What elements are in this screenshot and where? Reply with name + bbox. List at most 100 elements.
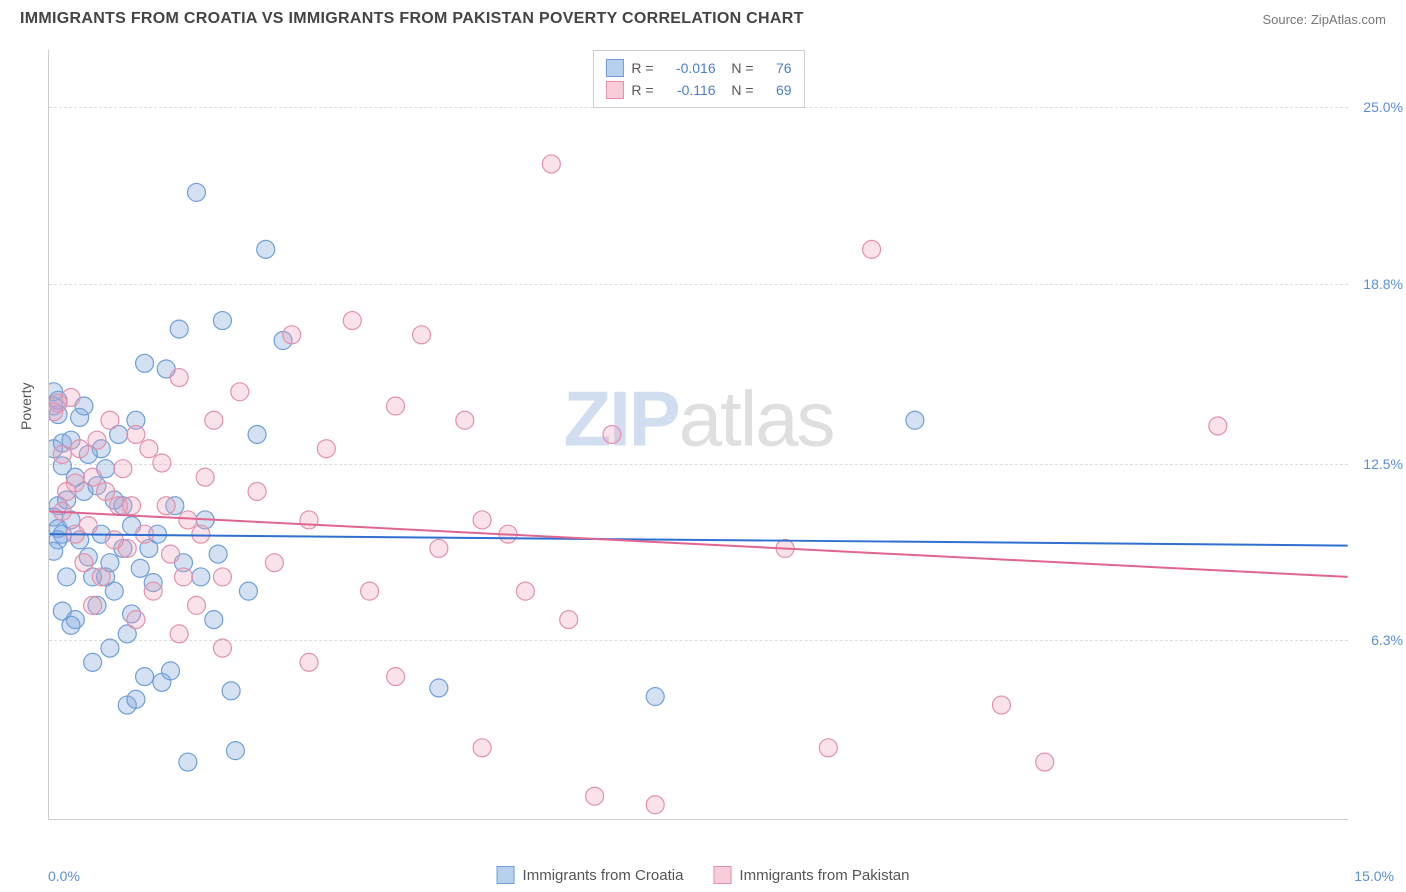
- data-point: [53, 602, 71, 620]
- data-point: [170, 320, 188, 338]
- swatch-pakistan: [605, 81, 623, 99]
- data-point: [863, 240, 881, 258]
- stats-row-croatia: R = -0.016 N = 76: [605, 57, 791, 79]
- data-point: [79, 517, 97, 535]
- data-point: [603, 426, 621, 444]
- data-point: [430, 539, 448, 557]
- legend-item-croatia: Immigrants from Croatia: [497, 866, 684, 884]
- data-point: [1209, 417, 1227, 435]
- data-point: [58, 568, 76, 586]
- r-label: R =: [631, 82, 653, 98]
- data-point: [213, 568, 231, 586]
- data-point: [906, 411, 924, 429]
- data-point: [140, 440, 158, 458]
- scatter-svg: [49, 50, 1348, 819]
- data-point: [283, 326, 301, 344]
- data-point: [53, 445, 71, 463]
- data-point: [213, 312, 231, 330]
- data-point: [196, 468, 214, 486]
- data-point: [205, 411, 223, 429]
- y-tick-label: 6.3%: [1371, 632, 1403, 648]
- data-point: [209, 545, 227, 563]
- y-tick-label: 18.8%: [1363, 276, 1403, 292]
- series-legend: Immigrants from Croatia Immigrants from …: [497, 866, 910, 884]
- data-point: [49, 403, 63, 421]
- data-point: [646, 688, 664, 706]
- data-point: [62, 388, 80, 406]
- r-label: R =: [631, 60, 653, 76]
- data-point: [187, 183, 205, 201]
- data-point: [473, 739, 491, 757]
- data-point: [222, 682, 240, 700]
- data-point: [179, 511, 197, 529]
- data-point: [231, 383, 249, 401]
- data-point: [162, 545, 180, 563]
- data-point: [343, 312, 361, 330]
- data-point: [430, 679, 448, 697]
- source-attribution: Source: ZipAtlas.com: [1262, 12, 1386, 27]
- data-point: [127, 611, 145, 629]
- data-point: [456, 411, 474, 429]
- swatch-croatia: [497, 866, 515, 884]
- y-tick-label: 25.0%: [1363, 99, 1403, 115]
- data-point: [542, 155, 560, 173]
- y-axis-label: Poverty: [18, 383, 34, 430]
- data-point: [265, 554, 283, 572]
- y-tick-label: 12.5%: [1363, 456, 1403, 472]
- data-point: [170, 625, 188, 643]
- data-point: [101, 411, 119, 429]
- header: IMMIGRANTS FROM CROATIA VS IMMIGRANTS FR…: [0, 0, 1406, 36]
- x-tick-left: 0.0%: [48, 868, 80, 884]
- data-point: [317, 440, 335, 458]
- swatch-croatia: [605, 59, 623, 77]
- data-point: [1036, 753, 1054, 771]
- data-point: [136, 354, 154, 372]
- data-point: [192, 568, 210, 586]
- data-point: [300, 511, 318, 529]
- data-point: [162, 662, 180, 680]
- data-point: [257, 240, 275, 258]
- data-point: [205, 611, 223, 629]
- data-point: [192, 525, 210, 543]
- data-point: [71, 440, 89, 458]
- data-point: [114, 460, 132, 478]
- chart-title: IMMIGRANTS FROM CROATIA VS IMMIGRANTS FR…: [20, 10, 804, 28]
- n-value-pakistan: 69: [762, 82, 792, 98]
- data-point: [387, 668, 405, 686]
- data-point: [586, 787, 604, 805]
- data-point: [473, 511, 491, 529]
- data-point: [127, 426, 145, 444]
- source-link[interactable]: ZipAtlas.com: [1311, 12, 1386, 27]
- data-point: [361, 582, 379, 600]
- stats-legend: R = -0.016 N = 76 R = -0.116 N = 69: [592, 50, 804, 108]
- data-point: [157, 497, 175, 515]
- data-point: [75, 554, 93, 572]
- data-point: [92, 568, 110, 586]
- data-point: [560, 611, 578, 629]
- data-point: [300, 653, 318, 671]
- data-point: [516, 582, 534, 600]
- data-point: [387, 397, 405, 415]
- x-tick-right: 15.0%: [1354, 868, 1394, 884]
- data-point: [101, 639, 119, 657]
- data-point: [88, 431, 106, 449]
- legend-item-pakistan: Immigrants from Pakistan: [713, 866, 909, 884]
- data-point: [248, 426, 266, 444]
- data-point: [175, 568, 193, 586]
- legend-label-pakistan: Immigrants from Pakistan: [739, 867, 909, 884]
- data-point: [179, 753, 197, 771]
- data-point: [170, 369, 188, 387]
- data-point: [84, 653, 102, 671]
- n-label: N =: [724, 60, 754, 76]
- data-point: [992, 696, 1010, 714]
- data-point: [136, 668, 154, 686]
- data-point: [144, 582, 162, 600]
- data-point: [187, 596, 205, 614]
- r-value-croatia: -0.016: [662, 60, 716, 76]
- source-prefix: Source:: [1262, 12, 1310, 27]
- data-point: [123, 497, 141, 515]
- data-point: [213, 639, 231, 657]
- swatch-pakistan: [713, 866, 731, 884]
- data-point: [84, 468, 102, 486]
- data-point: [248, 482, 266, 500]
